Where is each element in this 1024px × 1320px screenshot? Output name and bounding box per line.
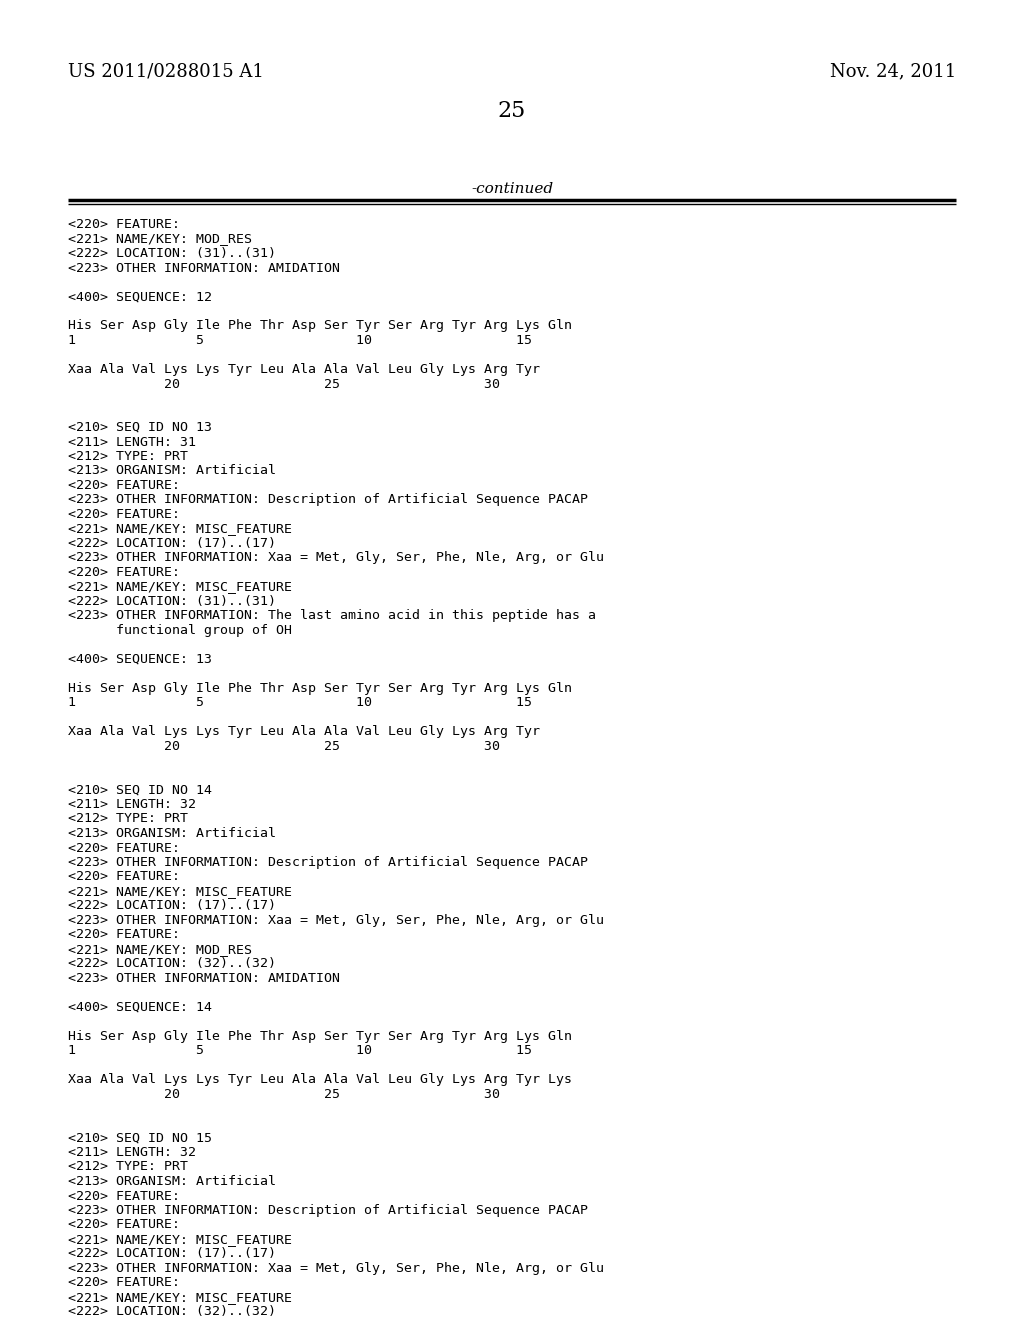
Text: <223> OTHER INFORMATION: Description of Artificial Sequence PACAP: <223> OTHER INFORMATION: Description of … <box>68 1204 588 1217</box>
Text: <221> NAME/KEY: MOD_RES: <221> NAME/KEY: MOD_RES <box>68 942 252 956</box>
Text: -continued: -continued <box>471 182 553 195</box>
Text: <223> OTHER INFORMATION: Xaa = Met, Gly, Ser, Phe, Nle, Arg, or Glu: <223> OTHER INFORMATION: Xaa = Met, Gly,… <box>68 1262 604 1275</box>
Text: <220> FEATURE:: <220> FEATURE: <box>68 218 180 231</box>
Text: <220> FEATURE:: <220> FEATURE: <box>68 928 180 941</box>
Text: <222> LOCATION: (32)..(32): <222> LOCATION: (32)..(32) <box>68 957 276 970</box>
Text: 1               5                   10                  15: 1 5 10 15 <box>68 334 532 347</box>
Text: Nov. 24, 2011: Nov. 24, 2011 <box>829 62 956 81</box>
Text: <222> LOCATION: (17)..(17): <222> LOCATION: (17)..(17) <box>68 537 276 550</box>
Text: <220> FEATURE:: <220> FEATURE: <box>68 842 180 854</box>
Text: <220> FEATURE:: <220> FEATURE: <box>68 508 180 521</box>
Text: <213> ORGANISM: Artificial: <213> ORGANISM: Artificial <box>68 1175 276 1188</box>
Text: <211> LENGTH: 32: <211> LENGTH: 32 <box>68 1146 196 1159</box>
Text: <223> OTHER INFORMATION: AMIDATION: <223> OTHER INFORMATION: AMIDATION <box>68 261 340 275</box>
Text: His Ser Asp Gly Ile Phe Thr Asp Ser Tyr Ser Arg Tyr Arg Lys Gln: His Ser Asp Gly Ile Phe Thr Asp Ser Tyr … <box>68 319 572 333</box>
Text: <220> FEATURE:: <220> FEATURE: <box>68 479 180 492</box>
Text: Xaa Ala Val Lys Lys Tyr Leu Ala Ala Val Leu Gly Lys Arg Tyr Lys: Xaa Ala Val Lys Lys Tyr Leu Ala Ala Val … <box>68 1073 572 1086</box>
Text: <212> TYPE: PRT: <212> TYPE: PRT <box>68 813 188 825</box>
Text: <210> SEQ ID NO 15: <210> SEQ ID NO 15 <box>68 1131 212 1144</box>
Text: <220> FEATURE:: <220> FEATURE: <box>68 870 180 883</box>
Text: His Ser Asp Gly Ile Phe Thr Asp Ser Tyr Ser Arg Tyr Arg Lys Gln: His Ser Asp Gly Ile Phe Thr Asp Ser Tyr … <box>68 682 572 696</box>
Text: 25: 25 <box>498 100 526 121</box>
Text: <212> TYPE: PRT: <212> TYPE: PRT <box>68 450 188 463</box>
Text: <211> LENGTH: 31: <211> LENGTH: 31 <box>68 436 196 449</box>
Text: <220> FEATURE:: <220> FEATURE: <box>68 1276 180 1290</box>
Text: US 2011/0288015 A1: US 2011/0288015 A1 <box>68 62 264 81</box>
Text: <213> ORGANISM: Artificial: <213> ORGANISM: Artificial <box>68 465 276 478</box>
Text: functional group of OH: functional group of OH <box>68 624 292 638</box>
Text: <210> SEQ ID NO 14: <210> SEQ ID NO 14 <box>68 784 212 796</box>
Text: <223> OTHER INFORMATION: Description of Artificial Sequence PACAP: <223> OTHER INFORMATION: Description of … <box>68 855 588 869</box>
Text: <221> NAME/KEY: MISC_FEATURE: <221> NAME/KEY: MISC_FEATURE <box>68 1233 292 1246</box>
Text: <212> TYPE: PRT: <212> TYPE: PRT <box>68 1160 188 1173</box>
Text: <223> OTHER INFORMATION: Description of Artificial Sequence PACAP: <223> OTHER INFORMATION: Description of … <box>68 494 588 507</box>
Text: <220> FEATURE:: <220> FEATURE: <box>68 1189 180 1203</box>
Text: <213> ORGANISM: Artificial: <213> ORGANISM: Artificial <box>68 828 276 840</box>
Text: <221> NAME/KEY: MISC_FEATURE: <221> NAME/KEY: MISC_FEATURE <box>68 884 292 898</box>
Text: <221> NAME/KEY: MISC_FEATURE: <221> NAME/KEY: MISC_FEATURE <box>68 523 292 536</box>
Text: 20                  25                  30: 20 25 30 <box>68 741 500 752</box>
Text: His Ser Asp Gly Ile Phe Thr Asp Ser Tyr Ser Arg Tyr Arg Lys Gln: His Ser Asp Gly Ile Phe Thr Asp Ser Tyr … <box>68 1030 572 1043</box>
Text: <222> LOCATION: (31)..(31): <222> LOCATION: (31)..(31) <box>68 595 276 609</box>
Text: <222> LOCATION: (31)..(31): <222> LOCATION: (31)..(31) <box>68 247 276 260</box>
Text: <223> OTHER INFORMATION: The last amino acid in this peptide has a: <223> OTHER INFORMATION: The last amino … <box>68 610 596 623</box>
Text: <223> OTHER INFORMATION: Xaa = Met, Gly, Ser, Phe, Nle, Arg, or Glu: <223> OTHER INFORMATION: Xaa = Met, Gly,… <box>68 552 604 565</box>
Text: <221> NAME/KEY: MISC_FEATURE: <221> NAME/KEY: MISC_FEATURE <box>68 581 292 594</box>
Text: 20                  25                  30: 20 25 30 <box>68 1088 500 1101</box>
Text: Xaa Ala Val Lys Lys Tyr Leu Ala Ala Val Leu Gly Lys Arg Tyr: Xaa Ala Val Lys Lys Tyr Leu Ala Ala Val … <box>68 726 540 738</box>
Text: <223> OTHER INFORMATION: AMIDATION: <223> OTHER INFORMATION: AMIDATION <box>68 972 340 985</box>
Text: <400> SEQUENCE: 12: <400> SEQUENCE: 12 <box>68 290 212 304</box>
Text: <220> FEATURE:: <220> FEATURE: <box>68 1218 180 1232</box>
Text: <221> NAME/KEY: MOD_RES: <221> NAME/KEY: MOD_RES <box>68 232 252 246</box>
Text: <222> LOCATION: (32)..(32): <222> LOCATION: (32)..(32) <box>68 1305 276 1319</box>
Text: <220> FEATURE:: <220> FEATURE: <box>68 566 180 579</box>
Text: <400> SEQUENCE: 13: <400> SEQUENCE: 13 <box>68 653 212 667</box>
Text: <210> SEQ ID NO 13: <210> SEQ ID NO 13 <box>68 421 212 434</box>
Text: 1               5                   10                  15: 1 5 10 15 <box>68 697 532 710</box>
Text: <211> LENGTH: 32: <211> LENGTH: 32 <box>68 799 196 810</box>
Text: Xaa Ala Val Lys Lys Tyr Leu Ala Ala Val Leu Gly Lys Arg Tyr: Xaa Ala Val Lys Lys Tyr Leu Ala Ala Val … <box>68 363 540 376</box>
Text: <400> SEQUENCE: 14: <400> SEQUENCE: 14 <box>68 1001 212 1014</box>
Text: <222> LOCATION: (17)..(17): <222> LOCATION: (17)..(17) <box>68 899 276 912</box>
Text: <223> OTHER INFORMATION: Xaa = Met, Gly, Ser, Phe, Nle, Arg, or Glu: <223> OTHER INFORMATION: Xaa = Met, Gly,… <box>68 913 604 927</box>
Text: 20                  25                  30: 20 25 30 <box>68 378 500 391</box>
Text: <221> NAME/KEY: MISC_FEATURE: <221> NAME/KEY: MISC_FEATURE <box>68 1291 292 1304</box>
Text: 1               5                   10                  15: 1 5 10 15 <box>68 1044 532 1057</box>
Text: <222> LOCATION: (17)..(17): <222> LOCATION: (17)..(17) <box>68 1247 276 1261</box>
